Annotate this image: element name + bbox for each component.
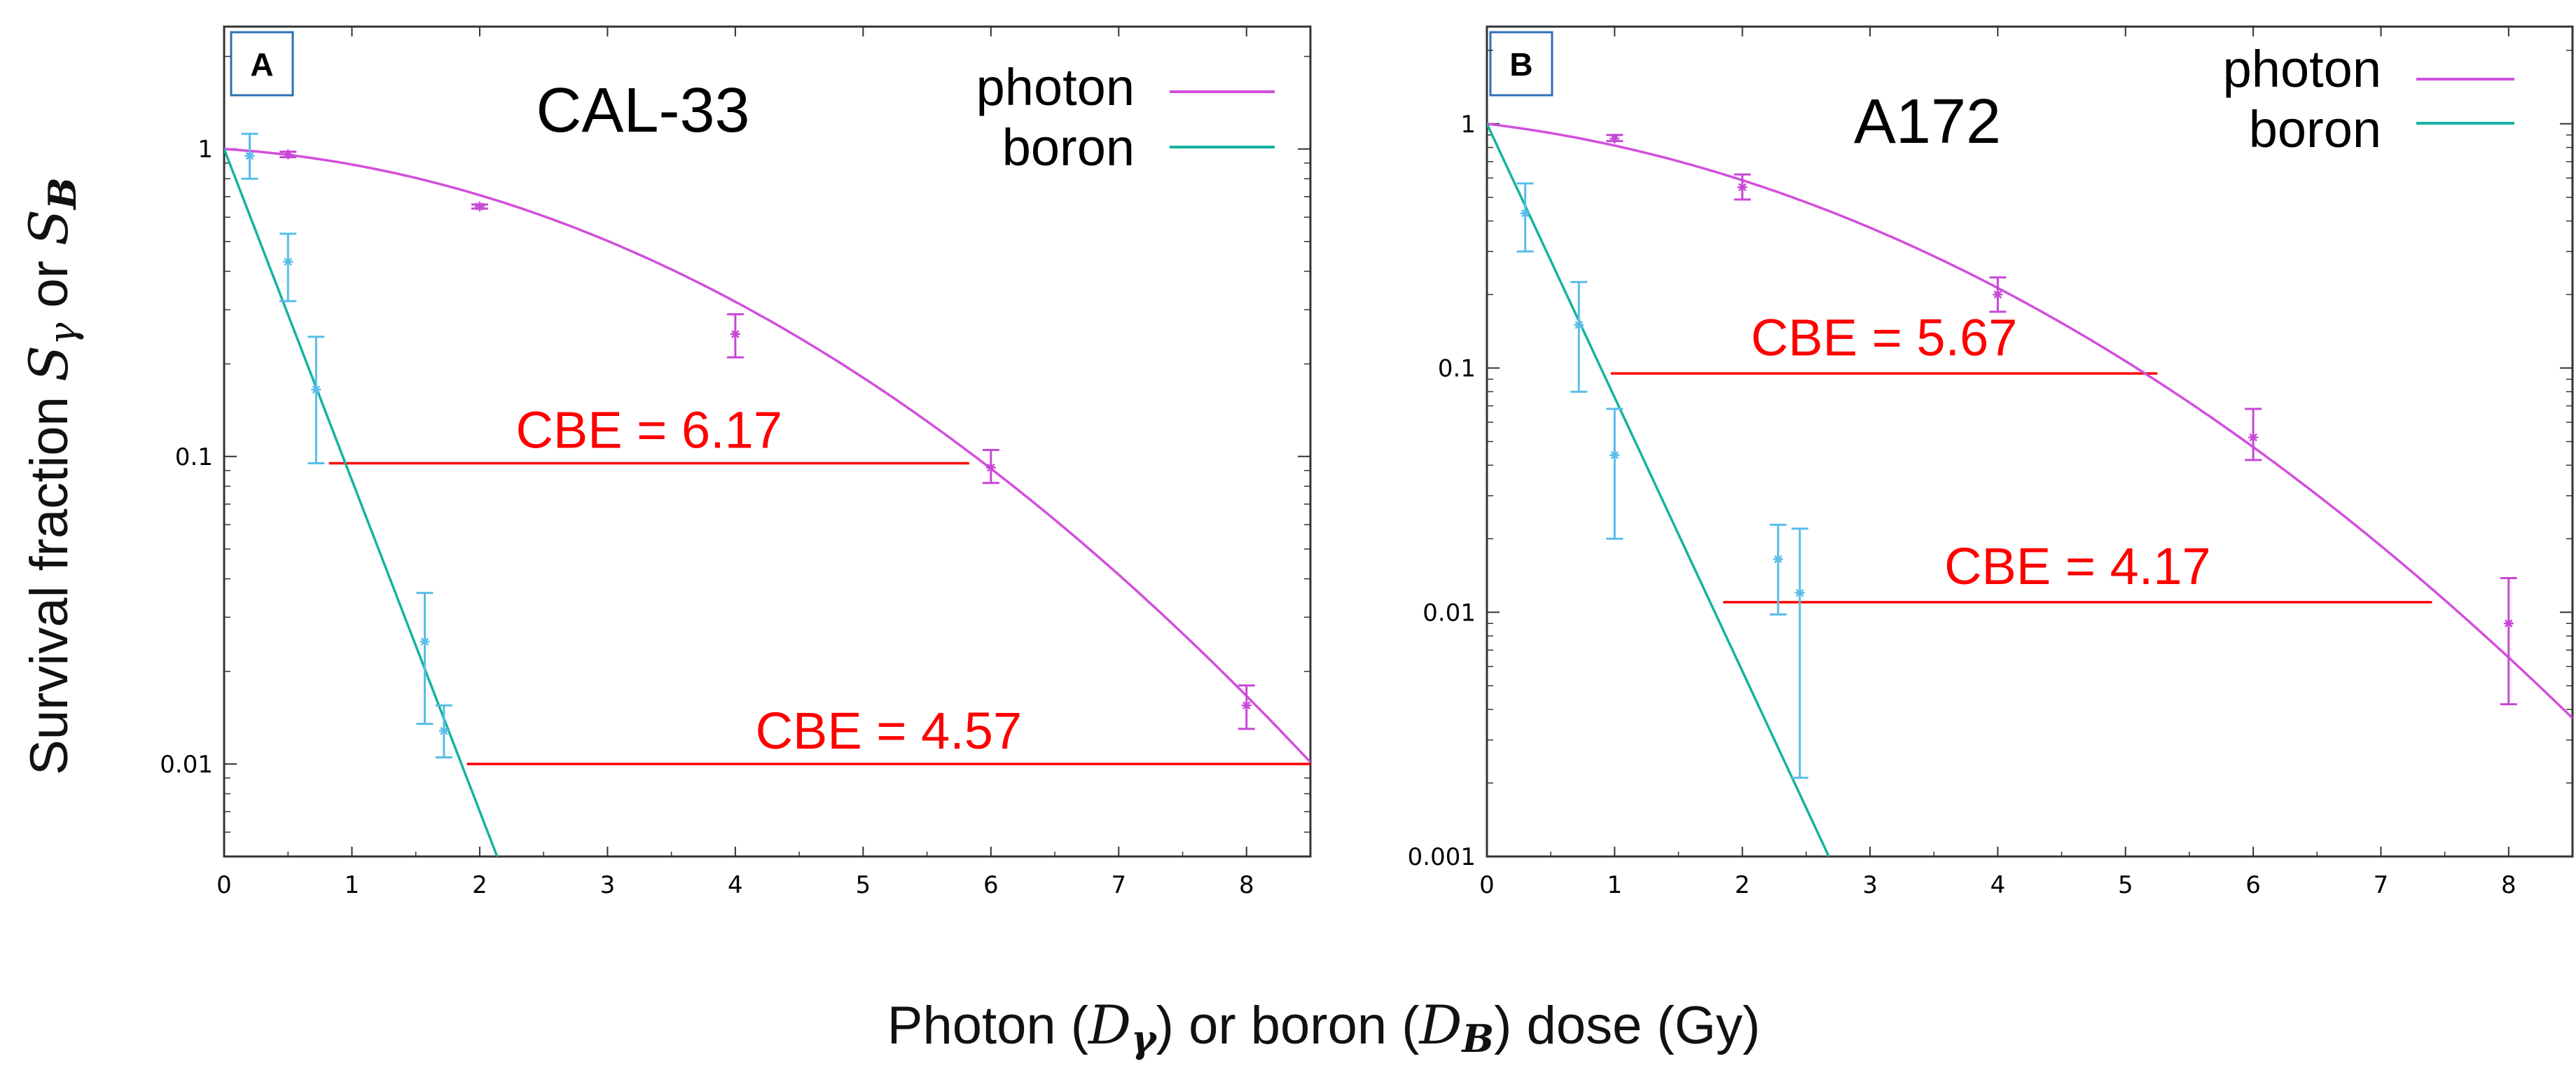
boron-point-a	[241, 132, 258, 180]
x-tick-label-a: 6	[983, 871, 999, 899]
panel-b-title: A172	[1854, 87, 2001, 157]
plot-area-b: 0 1 2 3 4 5 6 7 8 0.001 0.01 0.1 1 CBE = 5.67 CBE = 4.…	[1408, 27, 2572, 899]
legend-b-photon-label: photon	[2223, 40, 2381, 98]
photon-point-b	[2245, 408, 2262, 462]
x-tick-label-b: 0	[1479, 871, 1495, 899]
y-axis-label: Survival fraction Sγ or SB	[18, 177, 85, 775]
boron-marker	[1520, 208, 1530, 219]
x-tick-label-a: 3	[600, 871, 616, 899]
y-tick-label-a: 0.01	[160, 751, 213, 779]
y-tick-label-a: 1	[198, 136, 213, 164]
y-tick-label-b: 0.1	[1438, 355, 1476, 383]
x-tick-label-a: 2	[472, 871, 487, 899]
y-tick-label-b: 1	[1460, 111, 1476, 139]
plot-frame-b	[1486, 25, 2574, 858]
boron-point-a	[307, 335, 325, 465]
photon-point-a	[982, 448, 999, 485]
cbe-label-b: CBE = 5.67	[1751, 308, 2018, 366]
boron-marker	[283, 256, 293, 267]
legend-a-boron-label: boron	[1002, 118, 1135, 176]
boron-point-b	[1791, 527, 1808, 779]
x-tick-label-b: 7	[2374, 871, 2389, 899]
x-tick-label-a: 4	[728, 871, 743, 899]
boron-point-b	[1606, 408, 1623, 540]
y-tick-label-a: 0.1	[175, 443, 213, 471]
boron-point-a	[435, 704, 452, 759]
x-tick-label-b: 5	[2118, 871, 2133, 899]
boron-point-a	[416, 592, 434, 726]
photon-point-b	[1733, 173, 1751, 201]
boron-marker	[1794, 588, 1805, 598]
photon-marker	[2503, 618, 2514, 629]
boron-marker	[311, 384, 321, 395]
x-tick-label-b: 1	[1607, 871, 1623, 899]
photon-point-b	[1606, 133, 1623, 144]
x-tick-label-b: 4	[1990, 871, 2006, 899]
photon-marker	[1609, 133, 1620, 144]
boron-fit-curve-a	[224, 148, 499, 856]
cbe-label-b: CBE = 4.17	[1944, 537, 2211, 595]
x-tick-label-a: 8	[1239, 871, 1254, 899]
panel-b-badge-label: B	[1509, 46, 1532, 83]
x-tick-label-a: 1	[345, 871, 360, 899]
series-group-b	[1487, 123, 2572, 856]
boron-marker	[1609, 450, 1620, 460]
boron-point-b	[1516, 182, 1534, 253]
legend-b-boron-label: boron	[2249, 100, 2381, 158]
x-tick-label-b: 6	[2245, 871, 2261, 899]
plot-area-a: 0 1 2 3 4 5 6 7 8 0.01 0.1 1 CBE = 6.17 CBE = 4.57	[160, 27, 1310, 899]
x-tick-label-b: 3	[1862, 871, 1878, 899]
boron-marker	[420, 637, 430, 647]
x-tick-label-a: 0	[216, 871, 232, 899]
legend-a-photon-label: photon	[976, 58, 1135, 116]
cbe-label-a: CBE = 6.17	[515, 401, 782, 459]
photon-point-a	[1238, 684, 1255, 730]
photon-point-b	[2500, 576, 2517, 706]
photon-marker	[985, 462, 996, 473]
photon-marker	[1241, 700, 1252, 711]
panel-a-title: CAL-33	[536, 76, 749, 146]
photon-fit-curve-b	[1487, 123, 2572, 719]
boron-point-b	[1570, 281, 1588, 393]
x-tick-label-b: 8	[2501, 871, 2516, 899]
x-tick-label-b: 2	[1735, 871, 1750, 899]
photon-marker	[2248, 432, 2259, 443]
x-axis-label: Photon (Dγ) or boron (DB) dose (Gy)	[887, 994, 1761, 1061]
x-tick-label-a: 7	[1111, 871, 1126, 899]
panel-a-badge	[230, 31, 294, 97]
photon-marker	[474, 201, 485, 211]
boron-point-a	[279, 233, 297, 303]
boron-marker	[244, 151, 255, 161]
y-tick-label-b: 0.01	[1422, 599, 1476, 627]
x-tick-label-a: 5	[856, 871, 871, 899]
cbe-label-a: CBE = 4.57	[756, 702, 1023, 760]
photon-marker	[730, 329, 740, 340]
boron-fit-curve-b	[1487, 123, 1831, 856]
panel-b-badge	[1489, 31, 1553, 97]
photon-marker	[283, 149, 293, 160]
plot-frame-a	[223, 25, 1312, 858]
boron-marker	[438, 726, 449, 736]
panel-a-badge-label: A	[250, 46, 273, 83]
boron-marker	[1773, 554, 1783, 564]
photon-point-b	[1989, 276, 2007, 313]
boron-marker	[1574, 320, 1584, 331]
boron-point-b	[1769, 523, 1787, 616]
photon-marker	[1737, 182, 1747, 193]
series-group-a	[224, 132, 1310, 856]
photon-point-a	[471, 201, 488, 211]
photon-marker	[1993, 289, 2003, 300]
photon-point-a	[279, 149, 297, 160]
photon-point-a	[726, 313, 744, 359]
y-tick-label-b: 0.001	[1408, 843, 1476, 871]
panel-b: B A172 photon boron 0 1 2 3 4 5 6 7 8 0.001 0.01 0.…	[1408, 25, 2574, 899]
panel-a: A CAL-33 photon boron 0 1 2 3 4 5 6 7 8 0.01 0.1 1 C…	[160, 25, 1312, 899]
photon-fit-curve-a	[224, 147, 1310, 763]
